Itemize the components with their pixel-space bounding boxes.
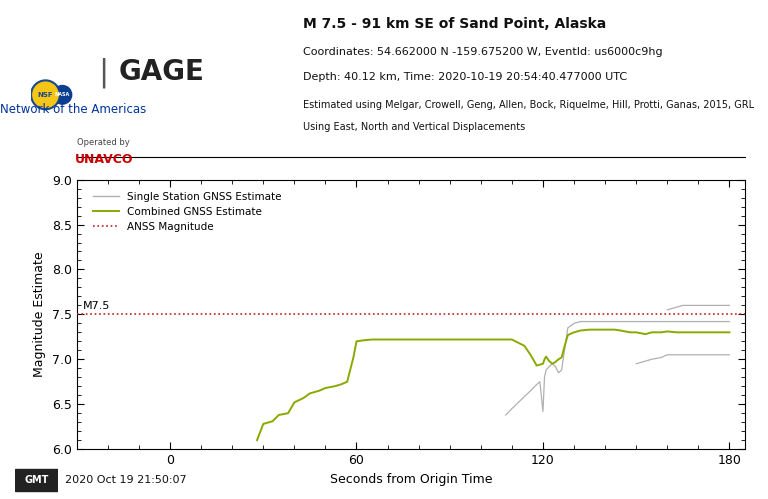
Text: GMT: GMT [25, 475, 48, 486]
Circle shape [33, 82, 58, 107]
Y-axis label: Magnitude Estimate: Magnitude Estimate [33, 251, 46, 377]
Text: Coordinates: 54.662000 N -159.675200 W, EventId: us6000c9hg: Coordinates: 54.662000 N -159.675200 W, … [303, 47, 663, 57]
Text: Operated by: Operated by [78, 138, 130, 147]
FancyBboxPatch shape [15, 469, 58, 491]
Text: GAGE: GAGE [119, 58, 205, 86]
Text: UNAVCO: UNAVCO [74, 153, 133, 166]
Text: NASA: NASA [55, 92, 70, 97]
Circle shape [31, 80, 61, 110]
X-axis label: Seconds from Origin Time: Seconds from Origin Time [329, 473, 492, 486]
Text: NSF: NSF [38, 92, 53, 98]
Circle shape [53, 85, 71, 104]
Text: Using East, North and Vertical Displacements: Using East, North and Vertical Displacem… [303, 122, 525, 132]
Text: M 7.5 - 91 km SE of Sand Point, Alaska: M 7.5 - 91 km SE of Sand Point, Alaska [303, 17, 607, 31]
Text: Estimated using Melgar, Crowell, Geng, Allen, Bock, Riquelme, Hill, Protti, Gana: Estimated using Melgar, Crowell, Geng, A… [303, 100, 754, 110]
Text: |: | [98, 57, 109, 88]
Text: Depth: 40.12 km, Time: 2020-10-19 20:54:40.477000 UTC: Depth: 40.12 km, Time: 2020-10-19 20:54:… [303, 72, 627, 82]
Text: 2020 Oct 19 21:50:07: 2020 Oct 19 21:50:07 [65, 475, 187, 485]
Text: Network of the Americas: Network of the Americas [0, 103, 146, 116]
Text: M7.5: M7.5 [83, 301, 111, 311]
Legend: Single Station GNSS Estimate, Combined GNSS Estimate, ANSS Magnitude: Single Station GNSS Estimate, Combined G… [88, 188, 286, 237]
